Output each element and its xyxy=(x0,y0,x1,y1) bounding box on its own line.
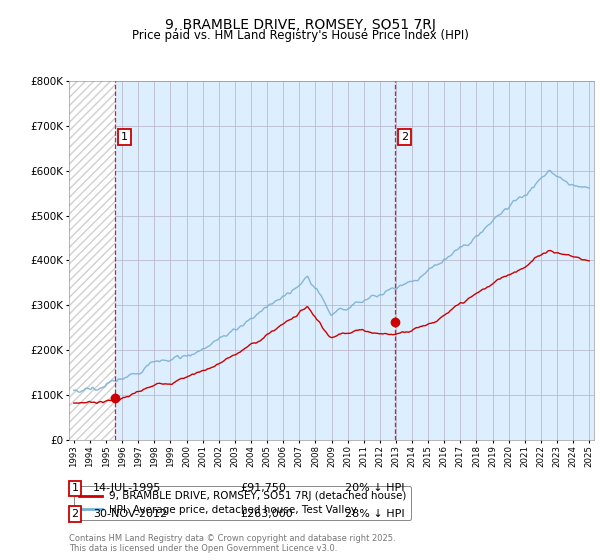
Text: £263,000: £263,000 xyxy=(240,509,293,519)
Text: 14-JUL-1995: 14-JUL-1995 xyxy=(93,483,161,493)
Text: Contains HM Land Registry data © Crown copyright and database right 2025.
This d: Contains HM Land Registry data © Crown c… xyxy=(69,534,395,553)
Text: 28% ↓ HPI: 28% ↓ HPI xyxy=(345,509,404,519)
Text: 2: 2 xyxy=(401,132,408,142)
Text: 2: 2 xyxy=(71,509,79,519)
Legend: 9, BRAMBLE DRIVE, ROMSEY, SO51 7RJ (detached house), HPI: Average price, detache: 9, BRAMBLE DRIVE, ROMSEY, SO51 7RJ (deta… xyxy=(74,486,411,520)
Text: 9, BRAMBLE DRIVE, ROMSEY, SO51 7RJ: 9, BRAMBLE DRIVE, ROMSEY, SO51 7RJ xyxy=(164,18,436,32)
Text: 1: 1 xyxy=(71,483,79,493)
Text: 30-NOV-2012: 30-NOV-2012 xyxy=(93,509,167,519)
Text: 20% ↓ HPI: 20% ↓ HPI xyxy=(345,483,404,493)
Text: £91,750: £91,750 xyxy=(240,483,286,493)
Text: Price paid vs. HM Land Registry's House Price Index (HPI): Price paid vs. HM Land Registry's House … xyxy=(131,29,469,42)
Bar xyxy=(58,81,115,440)
Text: 1: 1 xyxy=(121,132,128,142)
